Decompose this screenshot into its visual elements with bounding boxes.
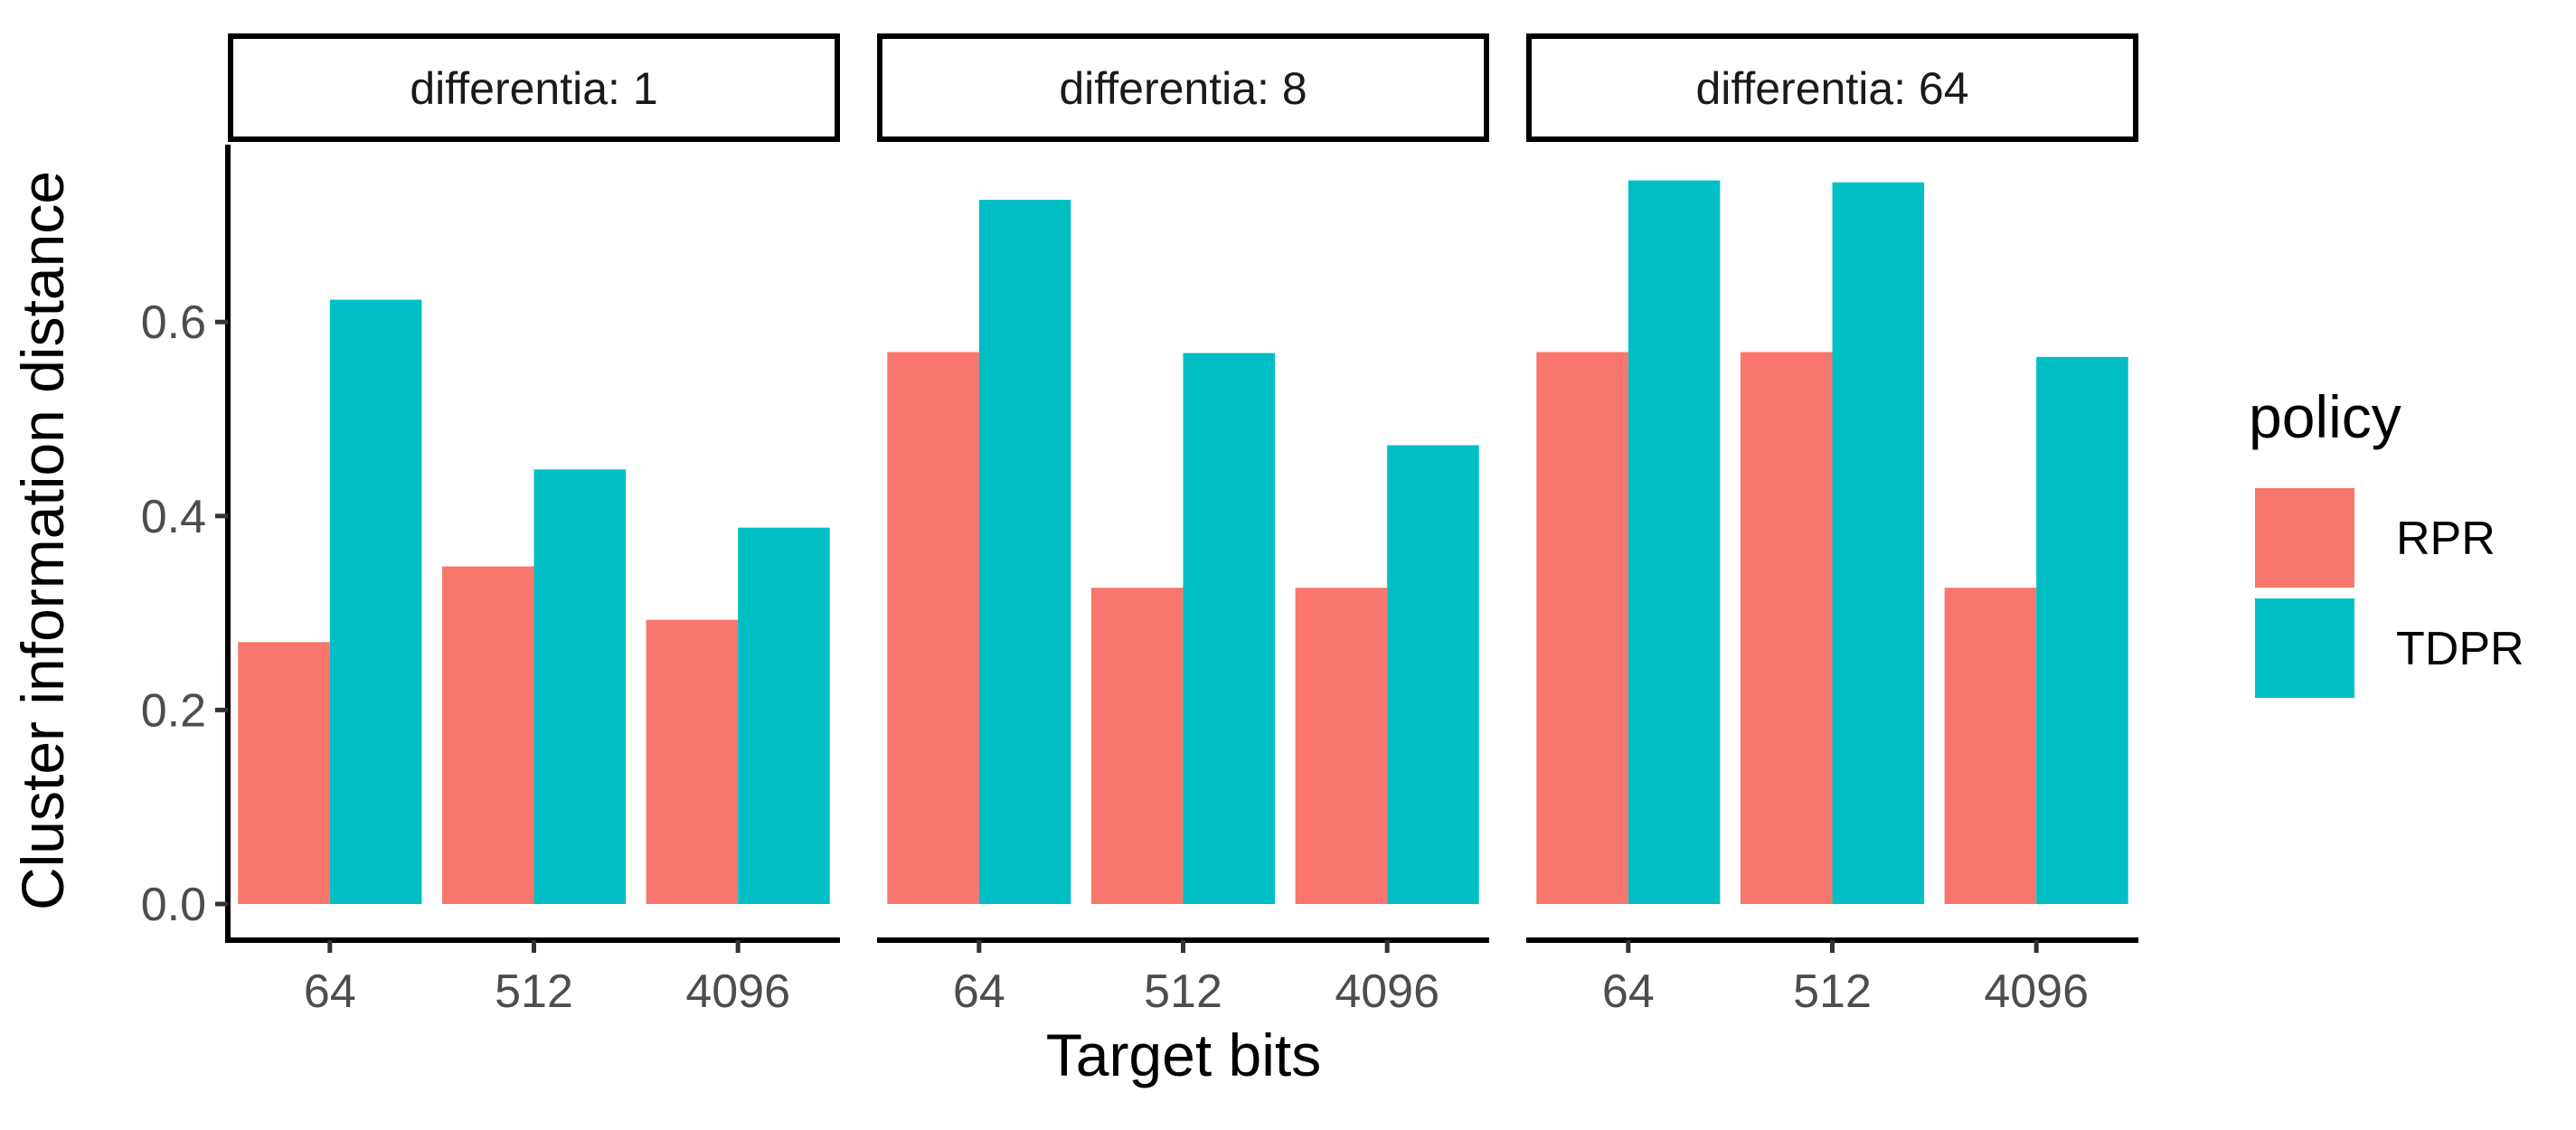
facet-strip-label: differentia: 1 [410,63,657,114]
bar-tdpr [329,299,422,904]
y-axis: 0.0 0.2 0.4 0.6 [141,145,231,943]
bar-rpr [1295,588,1388,904]
y-tick-label: 0.0 [141,879,206,931]
y-tick-label: 0.4 [141,491,206,543]
x-tick-label: 4096 [685,965,790,1018]
legend-key-rpr [2255,488,2354,588]
bar-tdpr [1832,182,1925,905]
bar-rpr [646,619,739,904]
facet-strip-label: differentia: 8 [1059,63,1307,114]
x-tick-label: 4096 [1335,965,1439,1018]
bar-tdpr [738,527,830,904]
bar-tdpr [978,200,1071,904]
facet-strip [877,33,1489,142]
legend-items: RPR TDPR [2255,488,2524,698]
bar-tdpr [1387,445,1479,904]
bar-tdpr [2036,356,2128,904]
bar-rpr [1944,588,2037,904]
facet-strip [1526,33,2138,142]
facet-panels: differentia: 1 64 512 4096 differentia: 8 64 5… [228,33,2138,1018]
x-tick-label: 512 [1144,965,1222,1018]
y-tick-label: 0.6 [141,297,206,349]
x-tick-label: 512 [495,965,573,1018]
bar-tdpr [533,469,627,904]
bar-rpr [887,352,979,904]
x-tick-label: 64 [304,965,356,1018]
bar-rpr [1740,352,1833,904]
x-tick-label: 512 [1793,965,1872,1018]
bar-tdpr [1628,180,1721,905]
x-tick-label: 64 [1602,965,1655,1018]
bar-tdpr [1183,353,1276,904]
x-tick-label: 4096 [1984,965,2089,1018]
bar-rpr [1090,588,1184,904]
facet-strip [228,33,840,142]
legend-title: policy [2249,383,2401,450]
bar-rpr [238,642,330,904]
y-axis-title: Cluster information distance [9,171,76,910]
x-tick-label: 64 [953,965,1005,1018]
y-tick-label: 0.2 [141,684,206,737]
legend: policy RPR TDPR [2249,383,2524,698]
facet-panel: differentia: 8 64 512 4096 [877,33,1489,1018]
bar-rpr [1536,352,1628,904]
facet-panel: differentia: 1 64 512 4096 [228,33,840,1018]
bar-rpr [441,566,534,904]
legend-key-tdpr [2255,598,2354,698]
legend-label: TDPR [2396,623,2524,675]
facet-panel: differentia: 64 64 512 4096 [1526,33,2138,1018]
facet-strip-label: differentia: 64 [1695,63,1968,114]
x-axis-title: Target bits [1046,1022,1321,1088]
legend-label: RPR [2396,513,2496,565]
